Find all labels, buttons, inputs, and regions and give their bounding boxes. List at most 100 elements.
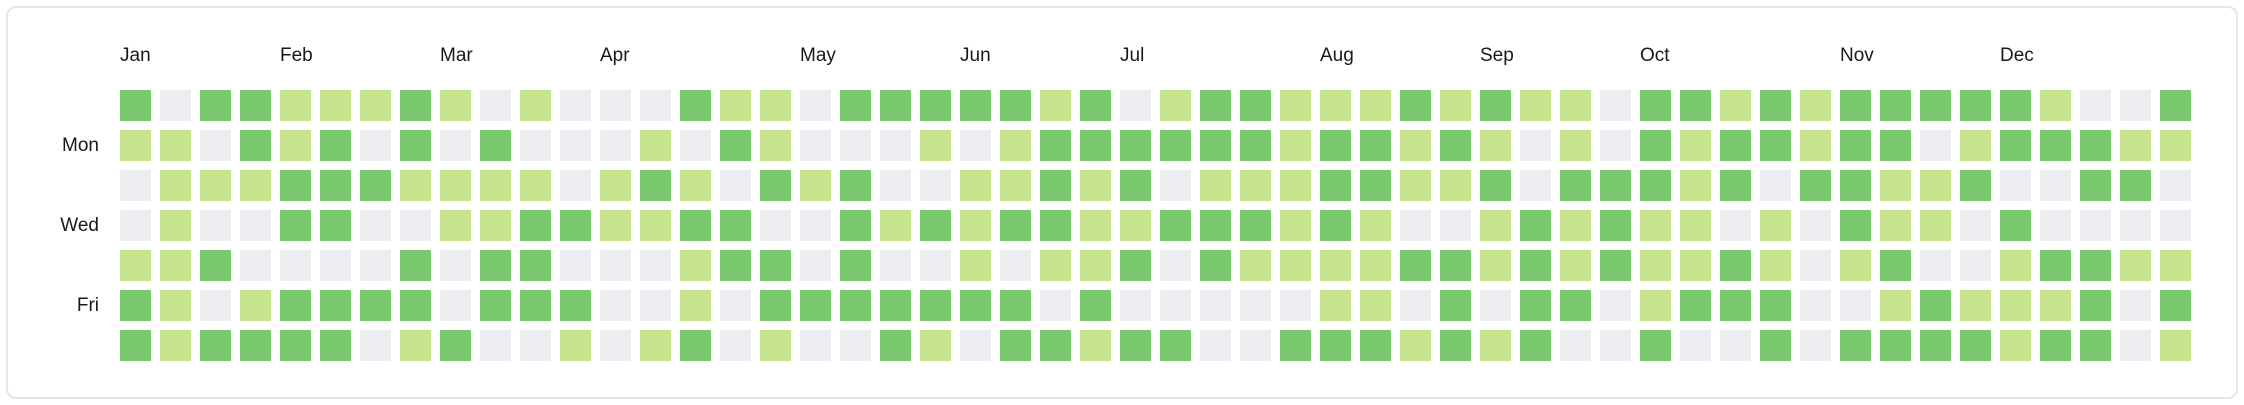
heatmap-cell[interactable] (1440, 330, 1471, 361)
heatmap-cell[interactable] (480, 330, 511, 361)
heatmap-cell[interactable] (1800, 290, 1831, 321)
heatmap-cell[interactable] (1560, 250, 1591, 281)
heatmap-cell[interactable] (1200, 170, 1231, 201)
heatmap-cell[interactable] (120, 90, 151, 121)
heatmap-cell[interactable] (2040, 330, 2071, 361)
heatmap-cell[interactable] (1560, 130, 1591, 161)
heatmap-cell[interactable] (1480, 130, 1511, 161)
heatmap-cell[interactable] (1480, 170, 1511, 201)
heatmap-cell[interactable] (680, 290, 711, 321)
heatmap-cell[interactable] (1080, 210, 1111, 241)
heatmap-cell[interactable] (1760, 130, 1791, 161)
heatmap-cell[interactable] (880, 330, 911, 361)
heatmap-cell[interactable] (1640, 210, 1671, 241)
heatmap-cell[interactable] (720, 290, 751, 321)
heatmap-cell[interactable] (1120, 250, 1151, 281)
heatmap-cell[interactable] (2120, 170, 2151, 201)
heatmap-cell[interactable] (1840, 250, 1871, 281)
heatmap-cell[interactable] (1080, 290, 1111, 321)
heatmap-cell[interactable] (1880, 290, 1911, 321)
heatmap-cell[interactable] (240, 290, 271, 321)
heatmap-cell[interactable] (1160, 250, 1191, 281)
heatmap-cell[interactable] (1080, 330, 1111, 361)
heatmap-cell[interactable] (400, 170, 431, 201)
heatmap-cell[interactable] (520, 90, 551, 121)
heatmap-cell[interactable] (200, 330, 231, 361)
heatmap-cell[interactable] (840, 250, 871, 281)
heatmap-cell[interactable] (240, 250, 271, 281)
heatmap-cell[interactable] (1280, 250, 1311, 281)
heatmap-cell[interactable] (2120, 290, 2151, 321)
heatmap-cell[interactable] (240, 90, 271, 121)
heatmap-cell[interactable] (360, 330, 391, 361)
heatmap-cell[interactable] (400, 290, 431, 321)
heatmap-cell[interactable] (800, 330, 831, 361)
heatmap-cell[interactable] (1000, 250, 1031, 281)
heatmap-cell[interactable] (1440, 290, 1471, 321)
heatmap-cell[interactable] (520, 250, 551, 281)
heatmap-cell[interactable] (1560, 90, 1591, 121)
heatmap-cell[interactable] (1280, 170, 1311, 201)
heatmap-cell[interactable] (1280, 90, 1311, 121)
heatmap-cell[interactable] (560, 250, 591, 281)
heatmap-cell[interactable] (1320, 130, 1351, 161)
heatmap-cell[interactable] (120, 250, 151, 281)
heatmap-cell[interactable] (1560, 290, 1591, 321)
heatmap-cell[interactable] (1240, 210, 1271, 241)
heatmap-cell[interactable] (880, 170, 911, 201)
heatmap-cell[interactable] (2120, 130, 2151, 161)
heatmap-cell[interactable] (160, 130, 191, 161)
heatmap-cell[interactable] (1440, 170, 1471, 201)
heatmap-cell[interactable] (160, 210, 191, 241)
heatmap-cell[interactable] (640, 130, 671, 161)
heatmap-cell[interactable] (1720, 250, 1751, 281)
heatmap-cell[interactable] (2000, 330, 2031, 361)
heatmap-cell[interactable] (1120, 290, 1151, 321)
heatmap-cell[interactable] (160, 90, 191, 121)
heatmap-cell[interactable] (920, 290, 951, 321)
heatmap-cell[interactable] (640, 170, 671, 201)
heatmap-cell[interactable] (1360, 210, 1391, 241)
heatmap-cell[interactable] (640, 90, 671, 121)
heatmap-cell[interactable] (2160, 170, 2191, 201)
heatmap-cell[interactable] (2040, 290, 2071, 321)
heatmap-cell[interactable] (1040, 330, 1071, 361)
heatmap-cell[interactable] (1480, 290, 1511, 321)
heatmap-cell[interactable] (200, 210, 231, 241)
heatmap-cell[interactable] (800, 290, 831, 321)
heatmap-cell[interactable] (1400, 130, 1431, 161)
heatmap-cell[interactable] (840, 290, 871, 321)
heatmap-cell[interactable] (1640, 330, 1671, 361)
heatmap-cell[interactable] (320, 170, 351, 201)
heatmap-cell[interactable] (1720, 210, 1751, 241)
heatmap-cell[interactable] (440, 90, 471, 121)
heatmap-cell[interactable] (1680, 90, 1711, 121)
heatmap-cell[interactable] (1160, 330, 1191, 361)
heatmap-cell[interactable] (920, 210, 951, 241)
heatmap-cell[interactable] (1920, 250, 1951, 281)
heatmap-cell[interactable] (1840, 170, 1871, 201)
heatmap-cell[interactable] (1520, 130, 1551, 161)
heatmap-cell[interactable] (1000, 290, 1031, 321)
heatmap-cell[interactable] (1880, 90, 1911, 121)
heatmap-cell[interactable] (2120, 90, 2151, 121)
heatmap-cell[interactable] (760, 90, 791, 121)
heatmap-cell[interactable] (440, 290, 471, 321)
heatmap-cell[interactable] (360, 210, 391, 241)
heatmap-cell[interactable] (1720, 330, 1751, 361)
heatmap-cell[interactable] (1760, 330, 1791, 361)
heatmap-cell[interactable] (640, 210, 671, 241)
heatmap-cell[interactable] (320, 330, 351, 361)
heatmap-cell[interactable] (1320, 250, 1351, 281)
heatmap-cell[interactable] (760, 250, 791, 281)
heatmap-cell[interactable] (560, 170, 591, 201)
heatmap-cell[interactable] (320, 210, 351, 241)
heatmap-cell[interactable] (1880, 130, 1911, 161)
heatmap-cell[interactable] (2080, 290, 2111, 321)
heatmap-cell[interactable] (1920, 290, 1951, 321)
heatmap-cell[interactable] (400, 250, 431, 281)
heatmap-cell[interactable] (1200, 290, 1231, 321)
heatmap-cell[interactable] (1200, 130, 1231, 161)
heatmap-cell[interactable] (1640, 90, 1671, 121)
heatmap-cell[interactable] (1040, 90, 1071, 121)
